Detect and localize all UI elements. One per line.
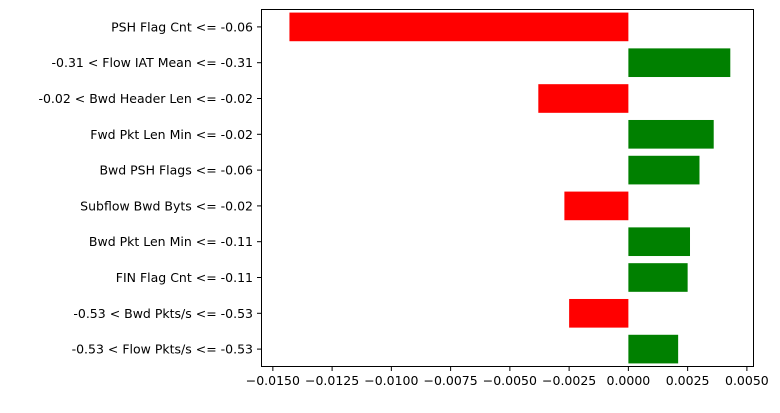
x-tick-label: −0.0050 xyxy=(483,373,537,388)
x-tick-label: −0.0150 xyxy=(246,373,300,388)
y-tick-label: Bwd Pkt Len Min <= -0.11 xyxy=(89,234,253,249)
x-tick-label: −0.0025 xyxy=(542,373,596,388)
bar xyxy=(538,84,629,113)
bar xyxy=(628,263,688,292)
y-axis-ticks: PSH Flag Cnt <= -0.06 -0.31 < Flow IAT Me… xyxy=(38,19,261,357)
bar xyxy=(628,119,714,149)
y-tick-label: FIN Flag Cnt <= -0.11 xyxy=(116,270,253,285)
y-tick-label: PSH Flag Cnt <= -0.06 xyxy=(111,19,253,34)
bar xyxy=(628,227,691,257)
bar xyxy=(564,191,629,221)
y-tick-label: Subflow Bwd Byts <= -0.02 xyxy=(80,198,253,213)
x-tick-label: −0.0075 xyxy=(424,373,478,388)
x-tick-label: −0.0100 xyxy=(364,373,418,388)
bar xyxy=(628,48,731,78)
y-tick-label: Bwd PSH Flags <= -0.06 xyxy=(99,163,253,178)
bar xyxy=(628,155,700,185)
x-tick-label: 0.0000 xyxy=(607,373,651,388)
y-tick-label: -0.02 < Bwd Header Len <= -0.02 xyxy=(38,91,253,106)
x-tick-label: −0.0125 xyxy=(305,373,359,388)
bars-group xyxy=(289,12,731,364)
plot-frame xyxy=(261,9,754,367)
bar xyxy=(289,12,629,42)
x-axis-ticks: −0.0150 −0.0125 −0.0100 −0.0075 −0.0050 −0.00… xyxy=(246,367,769,388)
x-tick-label: 0.0025 xyxy=(666,373,710,388)
y-tick-label: -0.31 < Flow IAT Mean <= -0.31 xyxy=(52,55,253,70)
y-tick-label: Fwd Pkt Len Min <= -0.02 xyxy=(90,127,253,142)
x-tick-label: 0.0050 xyxy=(725,373,769,388)
bar xyxy=(628,334,679,364)
y-tick-label: -0.53 < Flow Pkts/s <= -0.53 xyxy=(72,342,253,357)
bar xyxy=(569,298,629,328)
y-tick-label: -0.53 < Bwd Pkts/s <= -0.53 xyxy=(73,306,253,321)
